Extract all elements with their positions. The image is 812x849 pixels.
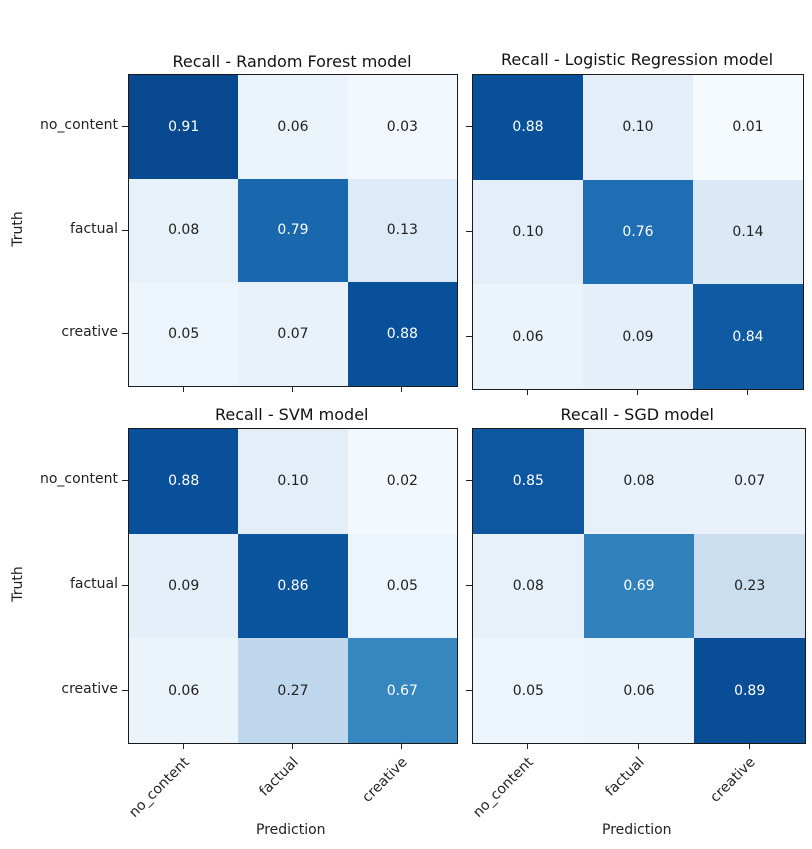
panel-4-ytick-1 [466, 585, 472, 586]
panel-2-xtick-0 [527, 389, 528, 395]
panel-1-ylabel-factual: factual [69, 220, 118, 237]
panel-3-xtick-2 [401, 743, 403, 749]
panel-4-cell-r2-c0: 0.05 [473, 638, 584, 743]
panel-3-cell-r1-c1: 0.86 [238, 533, 348, 639]
panel-3-title: Recall - SVM model [215, 405, 369, 424]
panel-2-ytick-2 [466, 335, 472, 337]
panel-4-ytick-2 [466, 689, 472, 691]
panel-1-title: Recall - Random Forest model [172, 52, 412, 71]
panel-3-cell-r2-c2: 0.67 [347, 638, 457, 743]
panel-3-ylabel-no_content: no_content [39, 471, 118, 488]
panel-3-cell-r2-c0: 0.06 [129, 638, 239, 743]
panel-3-cell-r0-c0: 0.88 [129, 429, 239, 534]
panel-2-cell-r0-c0: 0.88 [473, 75, 583, 180]
panel-2-xtick-2 [747, 389, 748, 395]
panel-2-ytick-0 [466, 126, 472, 128]
panel-3-xtick-0 [182, 743, 184, 749]
panel-2-cell-r0-c1: 0.10 [583, 75, 693, 180]
panel-4-cell-r1-c1: 0.69 [583, 533, 695, 639]
panel-1-matrix: 0.91 0.06 0.03 0.08 0.79 0.13 0.05 0.07 0.88 [128, 74, 458, 387]
panel-1-cell-r0-c1: 0.06 [238, 75, 348, 179]
panel-1-cell-r2-c0: 0.05 [129, 282, 239, 386]
panel-1-ylabel-creative: creative [61, 324, 118, 341]
panel-2-cell-r1-c2: 0.14 [693, 179, 803, 285]
panel-3-xtick-1 [292, 743, 293, 749]
panel-4-xlabel-no_content: no_content [470, 754, 537, 821]
panel-4-xtick-0 [527, 743, 529, 749]
panel-4-cell-r2-c1: 0.06 [583, 638, 695, 743]
panel-4-cell-r2-c2: 0.89 [694, 638, 805, 743]
panel-3-ytick-1 [122, 585, 128, 586]
panel-1-xtick-0 [182, 386, 184, 392]
panel-3-ylabel-title: Truth [10, 566, 26, 602]
panel-1-cell-r0-c0: 0.91 [129, 75, 239, 179]
panel-4-xlabel-title: Prediction [602, 822, 672, 838]
panel-4-xtick-2 [748, 743, 750, 749]
panel-1-ytick-2 [122, 333, 128, 335]
panel-3-cell-r1-c0: 0.09 [129, 533, 239, 639]
panel-2-cell-r2-c1: 0.09 [583, 284, 693, 389]
panel-3-matrix: 0.88 0.10 0.02 0.09 0.86 0.05 0.06 0.27 0.67 [128, 428, 458, 744]
panel-2-ytick-1 [466, 231, 472, 232]
panel-3-xlabel-title: Prediction [256, 822, 326, 838]
panel-2-cell-r1-c1: 0.76 [583, 179, 693, 285]
panel-4-cell-r0-c1: 0.08 [583, 429, 695, 534]
panel-2-cell-r0-c2: 0.01 [693, 75, 803, 180]
panel-1-ytick-0 [122, 125, 128, 127]
panel-1-ylabel-no_content: no_content [39, 116, 118, 133]
panel-1-ytick-1 [122, 229, 128, 231]
panel-2-title: Recall - Logistic Regression model [501, 50, 774, 69]
panel-2-cell-r1-c0: 0.10 [473, 179, 583, 285]
panel-3-ytick-2 [122, 689, 128, 691]
panel-1-cell-r2-c2: 0.88 [347, 282, 457, 386]
panel-4-ytick-0 [466, 480, 472, 482]
panel-4-xtick-1 [638, 743, 639, 749]
panel-4-cell-r0-c2: 0.07 [694, 429, 805, 534]
panel-1-ylabel-title: Truth [10, 210, 26, 247]
panel-4-cell-r0-c0: 0.85 [473, 429, 584, 534]
panel-2-matrix: 0.88 0.10 0.01 0.10 0.76 0.14 0.06 0.09 0.84 [472, 74, 804, 390]
panel-1-xtick-2 [401, 386, 403, 392]
panel-4-cell-r1-c2: 0.23 [694, 533, 805, 639]
panel-3-ylabel-creative: creative [61, 680, 118, 697]
panel-1-cell-r1-c1: 0.79 [238, 178, 348, 283]
panel-3-xlabel-creative: creative [359, 754, 411, 806]
panel-1-cell-r1-c2: 0.13 [347, 178, 457, 283]
panel-3-cell-r0-c2: 0.02 [347, 429, 457, 534]
panel-1-cell-r0-c2: 0.03 [347, 75, 457, 179]
panel-3-xlabel-no_content: no_content [125, 754, 193, 821]
panel-3-cell-r2-c1: 0.27 [238, 638, 348, 743]
panel-1-cell-r1-c0: 0.08 [129, 178, 239, 283]
panel-1-cell-r2-c1: 0.07 [238, 282, 348, 386]
panel-3-ytick-0 [122, 480, 128, 482]
panel-4-title: Recall - SGD model [560, 405, 714, 424]
panel-4-cell-r1-c0: 0.08 [473, 533, 584, 639]
panel-3-ylabel-factual: factual [69, 576, 118, 592]
panel-4-matrix: 0.85 0.08 0.07 0.08 0.69 0.23 0.05 0.06 0.89 [472, 428, 806, 744]
panel-2-cell-r2-c2: 0.84 [693, 284, 803, 389]
panel-1-xtick-1 [292, 386, 293, 392]
panel-3-cell-r1-c2: 0.05 [347, 533, 457, 639]
panel-4-xlabel-creative: creative [706, 754, 759, 806]
panel-2-xtick-1 [637, 389, 638, 395]
panel-2-cell-r2-c0: 0.06 [473, 284, 583, 389]
panel-3-cell-r0-c1: 0.10 [238, 429, 348, 534]
